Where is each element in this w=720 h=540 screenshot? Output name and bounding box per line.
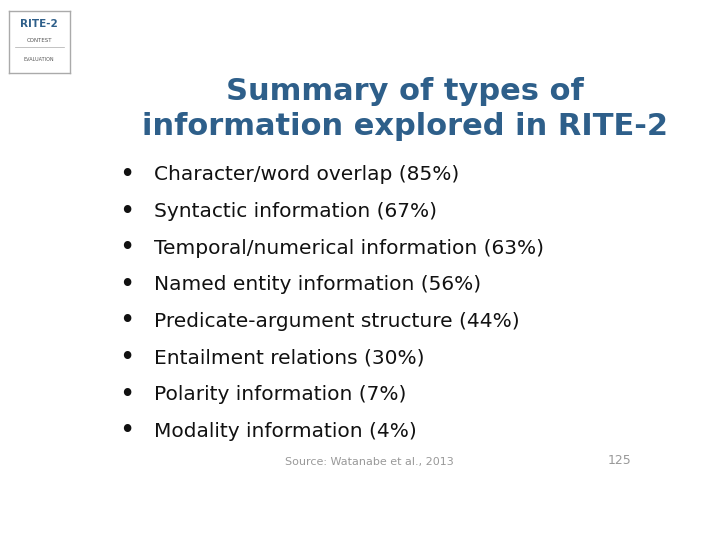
Text: •: • <box>119 308 134 334</box>
Text: •: • <box>119 418 134 444</box>
Text: Temporal/numerical information (63%): Temporal/numerical information (63%) <box>154 239 544 258</box>
Text: CONTEST: CONTEST <box>27 38 52 43</box>
Text: Modality information (4%): Modality information (4%) <box>154 422 417 441</box>
Text: 125: 125 <box>608 454 631 467</box>
Text: RITE-2: RITE-2 <box>20 19 58 30</box>
Text: •: • <box>119 382 134 408</box>
Text: Predicate-argument structure (44%): Predicate-argument structure (44%) <box>154 312 520 331</box>
Text: •: • <box>119 235 134 261</box>
Text: Summary of types of
information explored in RITE-2: Summary of types of information explored… <box>143 77 668 141</box>
Text: Named entity information (56%): Named entity information (56%) <box>154 275 481 294</box>
Text: Source: Watanabe et al., 2013: Source: Watanabe et al., 2013 <box>284 457 454 467</box>
Text: Character/word overlap (85%): Character/word overlap (85%) <box>154 165 459 185</box>
Text: •: • <box>119 272 134 298</box>
Text: •: • <box>119 162 134 188</box>
Text: •: • <box>119 345 134 371</box>
Text: EVALUATION: EVALUATION <box>24 57 55 62</box>
Text: Entailment relations (30%): Entailment relations (30%) <box>154 348 425 367</box>
Text: Syntactic information (67%): Syntactic information (67%) <box>154 202 437 221</box>
Text: Polarity information (7%): Polarity information (7%) <box>154 385 407 404</box>
Text: •: • <box>119 199 134 225</box>
